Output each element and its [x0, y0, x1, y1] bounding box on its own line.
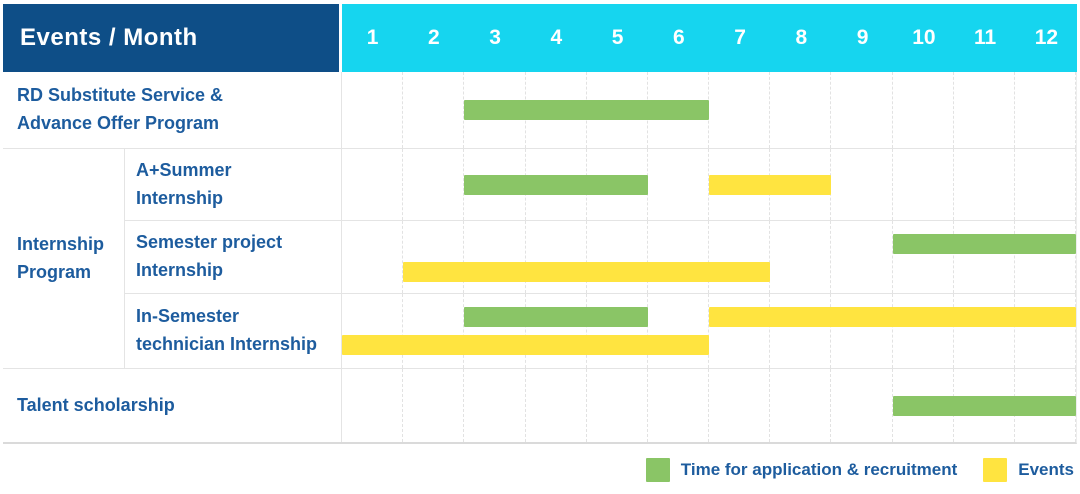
- application-bar: [464, 100, 709, 120]
- month-header-10: 10: [912, 26, 936, 49]
- month-column-10: [893, 294, 954, 368]
- row-timeline: [342, 220, 1077, 293]
- event-bar: [403, 262, 771, 282]
- table-header: Events / Month 1 2 3 4 5 6 7 8 9 10 11 12: [3, 4, 1077, 72]
- events-month-header: Events / Month: [3, 4, 339, 72]
- month-column-3: [464, 221, 526, 293]
- month-column-3: [464, 369, 526, 442]
- month-column-6: [648, 221, 710, 293]
- event-bar: [709, 307, 1076, 327]
- month-column-4: [526, 294, 587, 368]
- month-header-5: 5: [611, 26, 624, 49]
- legend-label: Time for application & recruitment: [680, 460, 958, 479]
- month-header-3: 3: [489, 26, 501, 49]
- row-timeline: [342, 368, 1077, 442]
- legend-item-event: Events: [983, 458, 1074, 482]
- application-bar: [464, 174, 648, 195]
- month-header-9: 9: [856, 26, 869, 49]
- event-swatch-icon: [983, 458, 1008, 482]
- month-column-5: [587, 221, 648, 293]
- month-header-8: 8: [795, 26, 808, 49]
- month-column-9: [831, 221, 893, 293]
- month-column-2: [403, 369, 465, 442]
- legend-item-application: Time for application & recruitment: [645, 458, 958, 482]
- row-label: Talent scholarship: [3, 368, 342, 442]
- month-header-row: 1 2 3 4 5 6 7 8 9 10 11 12: [342, 4, 1077, 72]
- month-header-11: 11: [974, 26, 997, 49]
- month-column-2: [403, 221, 465, 293]
- month-column-12: [1015, 221, 1077, 293]
- month-column-3: [464, 294, 526, 368]
- gantt-chart: Events / Month 1 2 3 4 5 6 7 8 9 10 11 12 Internshi…: [3, 4, 1077, 482]
- application-bar: [464, 307, 648, 327]
- month-header-1: 1: [366, 26, 379, 49]
- month-header-4: 4: [550, 26, 563, 49]
- month-column-7: [709, 72, 771, 148]
- month-column-9: [831, 149, 893, 220]
- group-label-internship-program: Internship Program: [3, 148, 125, 368]
- month-column-12: [1015, 294, 1077, 368]
- application-bar: [892, 234, 1076, 254]
- month-column-5: [587, 294, 648, 368]
- month-column-1: [342, 72, 404, 148]
- month-column-10: [893, 149, 954, 220]
- row-timeline: [342, 293, 1077, 368]
- month-column-11: [954, 294, 1015, 368]
- month-column-8: [770, 221, 832, 293]
- gantt-body: Internship Program RD Substitute Service …: [3, 72, 1077, 444]
- month-column-1: [342, 294, 404, 368]
- month-column-11: [954, 221, 1015, 293]
- month-column-8: [770, 294, 832, 368]
- month-column-2: [403, 149, 465, 220]
- month-column-9: [831, 72, 893, 148]
- month-column-1: [342, 149, 404, 220]
- month-header-7: 7: [734, 26, 746, 49]
- month-column-10: [893, 221, 954, 293]
- month-header-2: 2: [428, 26, 440, 49]
- month-column-12: [1015, 72, 1077, 148]
- month-column-7: [709, 294, 771, 368]
- month-column-8: [770, 72, 832, 148]
- month-column-10: [893, 72, 954, 148]
- month-header-12: 12: [1034, 26, 1059, 49]
- row-sublabel: In-Semester technician Internship: [125, 293, 342, 368]
- month-column-1: [342, 221, 404, 293]
- month-column-2: [403, 72, 465, 148]
- row-timeline: [342, 72, 1077, 148]
- month-column-5: [587, 369, 648, 442]
- month-column-7: [709, 369, 771, 442]
- month-column-6: [648, 149, 710, 220]
- event-bar: [709, 174, 832, 195]
- month-column-4: [526, 369, 587, 442]
- legend: Time for application & recruitment Events: [3, 458, 1077, 482]
- month-column-6: [648, 294, 710, 368]
- row-label: RD Substitute Service & Advance Offer Pr…: [3, 72, 342, 148]
- application-bar: [892, 395, 1076, 416]
- month-column-9: [831, 294, 893, 368]
- event-bar: [342, 335, 709, 355]
- month-column-11: [954, 72, 1015, 148]
- month-column-9: [831, 369, 893, 442]
- month-column-2: [403, 294, 465, 368]
- row-sublabel: Semester project Internship: [125, 220, 342, 293]
- row-timeline: [342, 148, 1077, 220]
- legend-label: Events: [1018, 460, 1074, 479]
- row-sublabel: A+Summer Internship: [125, 148, 342, 220]
- month-column-6: [648, 369, 710, 442]
- month-column-7: [709, 221, 771, 293]
- month-column-12: [1015, 149, 1077, 220]
- month-header-6: 6: [673, 26, 685, 49]
- month-column-4: [526, 221, 587, 293]
- application-swatch-icon: [645, 458, 670, 482]
- month-column-11: [954, 149, 1015, 220]
- month-column-1: [342, 369, 404, 442]
- month-column-8: [770, 369, 832, 442]
